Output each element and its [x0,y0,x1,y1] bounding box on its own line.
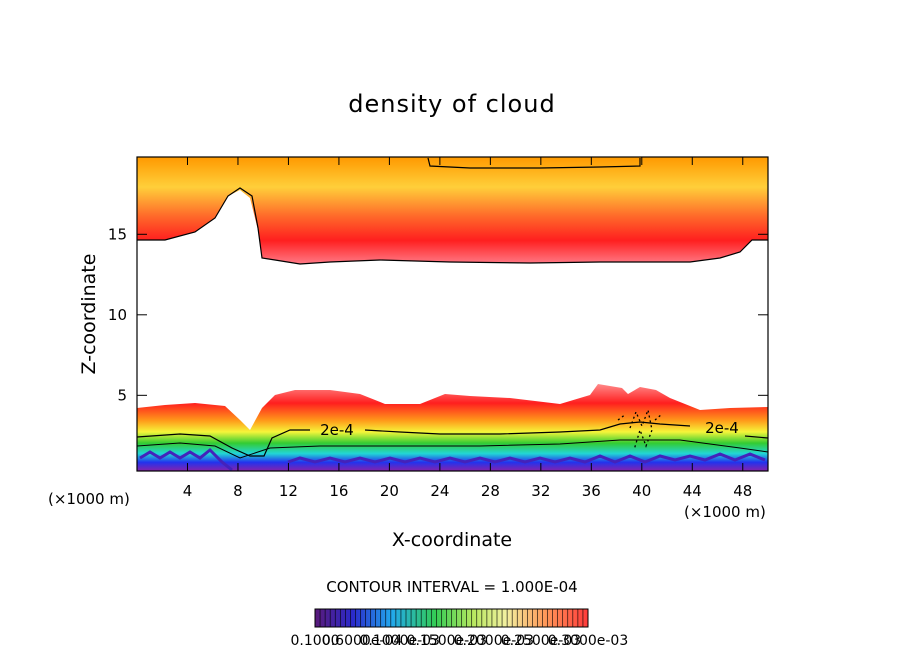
colorbar-label: 0.1000 [291,633,340,649]
x-tick-label: 36 [582,482,601,500]
x-tick-label: 32 [531,482,550,500]
cloud-edge-ripples [139,447,766,471]
x-tick-label: 20 [380,482,399,500]
chart-title: density of cloud [348,90,555,118]
colorbar-labels: 0.10000.6000e-040.1000e-030.1500e-030.20… [291,633,629,649]
top-contour-loop [427,157,641,169]
contour-label-left: 2e-4 [320,421,354,439]
x-tick-label: 8 [233,482,243,500]
x-tick-label: 28 [481,482,500,500]
colorbar-label: 0.2500e-03 [501,633,581,649]
contour-interval: CONTOUR INTERVAL = 1.000E-04 [326,578,577,596]
x-axis: 4 8 12 16 20 24 28 32 36 40 44 48 [183,157,752,500]
negative-contour-dots [617,407,663,451]
contour-label-right: 2e-4 [705,419,739,437]
x-unit-right: (×1000 m) [684,503,766,521]
x-axis-label: X-coordinate [392,529,512,551]
x-tick-label: 44 [683,482,702,500]
lower-contour-2e-4 [137,421,768,457]
plot-frame [136,156,769,472]
x-tick-label: 12 [279,482,298,500]
lower-cloud-layer [137,384,768,471]
colorbar-ticks [314,609,589,627]
x-tick-label: 48 [733,482,752,500]
colorbar-label: 0.6000e-04 [322,633,403,649]
y-tick-label: 10 [108,306,127,324]
x-tick-label: 24 [430,482,449,500]
upper-cloud-layer [137,157,768,264]
y-axis-label: Z-coordinate [78,254,100,375]
y-tick-label: 15 [108,225,127,243]
lower-contour-1e-4 [137,439,768,459]
colorbar-label: 0.1500e-03 [407,633,487,649]
colorbar-label: 0.2000e-03 [454,633,534,649]
colorbar-label: 0.1000e-03 [359,633,439,649]
upper-contour-line [137,187,768,265]
x-unit-left: (×1000 m) [48,490,130,508]
x-tick-label: 4 [183,482,193,500]
y-axis: 5 10 15 [108,225,768,404]
x-tick-label: 40 [632,482,651,500]
colorbar-label: 0.3000e-03 [548,633,628,649]
y-tick-label: 5 [117,386,127,404]
x-tick-label: 16 [329,482,348,500]
